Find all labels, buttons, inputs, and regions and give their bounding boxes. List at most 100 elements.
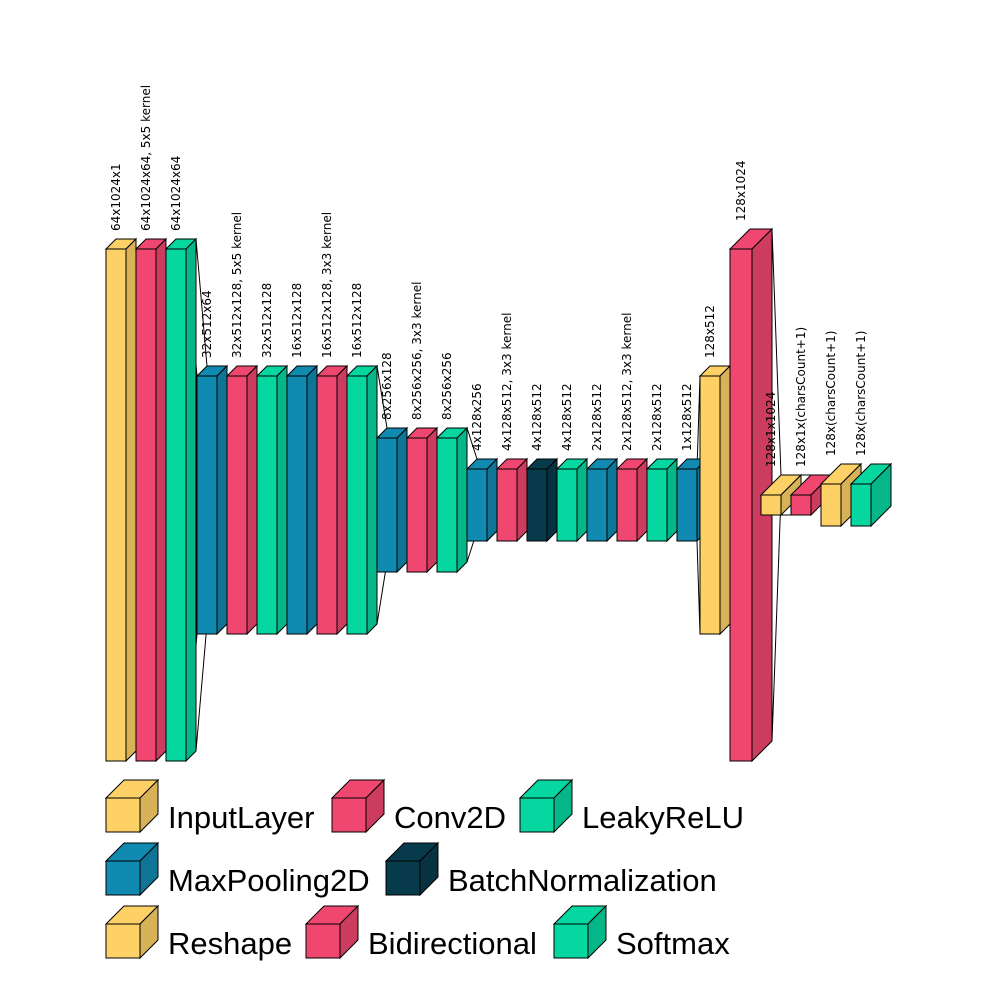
layer-shape-label: 16x512x128 [290,283,304,358]
layer-shape-label: 8x256x128 [380,352,394,420]
layer-front-face [646,468,668,542]
layer-side-face [336,364,348,636]
layer-shape-label: 2x128x512, 3x3 kernel [620,313,634,451]
layer-17-maxpooling2d [585,457,619,543]
layer-front-face [346,375,368,635]
layer-9-leakyrelu [345,364,379,636]
layer-shape-label: 4x128x512 [560,383,574,451]
layer-front-face [760,494,782,516]
connector-line [771,494,782,742]
layer-stack [104,227,893,763]
layer-4-maxpooling2d [195,364,229,636]
layer-shape-label: 32x512x64 [200,290,214,358]
legend-label: Reshape [168,926,292,961]
layer-side-face [396,426,408,574]
layer-7-maxpooling2d [285,364,319,636]
layer-front-face [165,248,187,762]
layer-front-face [699,375,721,635]
layer-8-conv2d [315,364,349,636]
layer-side-face [456,426,468,574]
layer-side-face [516,457,528,543]
layer-side-face [576,457,588,543]
layer-shape-label: 4x128x512 [530,383,544,451]
layer-side-face [666,457,678,543]
legend-label: LeakyReLU [582,800,744,835]
layer-front-face [729,248,753,762]
legend: InputLayer Conv2D LeakyReLU MaxPooling2D Bat… [104,778,744,961]
layer-shape-label: 32x512x128, 5x5 kernel [230,212,244,358]
layer-side-face [636,457,648,543]
layer-6-leakyrelu [255,364,289,636]
layer-19-leakyrelu [645,457,679,543]
legend-item-leakyrelu: LeakyReLU [518,778,744,835]
layer-front-face [790,494,812,516]
layer-5-conv2d [225,364,259,636]
layer-front-face [616,468,638,542]
layer-front-face [376,437,398,573]
layer-side-face [719,364,731,636]
layer-shape-label: 16x512x128, 3x3 kernel [320,212,334,358]
layer-shape-label: 128x512 [703,305,717,358]
layer-side-face [546,457,558,543]
layer-front-face [586,468,608,542]
layer-shape-label: 1x128x512 [680,383,694,451]
layer-shape-label: 8x256x256 [440,352,454,420]
connector-line [376,365,388,429]
layer-front-face [526,468,548,542]
layer-3-leakyrelu [164,237,198,763]
layer-front-face [105,248,127,762]
legend-label: Softmax [616,926,730,961]
layer-front-face [135,248,157,762]
layer-18-conv2d [615,457,649,543]
connector-line [195,623,208,752]
layer-side-face [366,364,378,636]
layer-front-face [196,375,218,635]
legend-item-batchnormalization: BatchNormalization [384,841,717,898]
layer-shape-label: 32x512x128 [260,283,274,358]
layer-11-conv2d [405,426,439,574]
layer-16-leakyrelu [555,457,589,543]
layer-shape-label: 4x128x256 [470,383,484,451]
legend-swatch [519,797,555,833]
layer-shape-label: 4x128x512, 3x3 kernel [500,313,514,451]
layer-side-face [155,237,167,763]
legend-item-conv2d: Conv2D [330,778,506,835]
layer-front-face [436,437,458,573]
legend-swatch [305,923,341,959]
legend-swatch [105,797,141,833]
legend-label: Conv2D [394,800,506,835]
layer-front-face [286,375,308,635]
layer-side-face [276,364,288,636]
layer-front-face [496,468,518,542]
layer-side-face [246,364,258,636]
connector-line [771,228,782,476]
layer-shape-label: 2x128x512 [650,383,664,451]
layer-10-maxpooling2d [375,426,409,574]
layer-side-face [185,237,197,763]
layer-front-face [256,375,278,635]
legend-label: InputLayer [168,800,315,835]
layer-shape-label: 128x(charsCount+1) [854,331,868,456]
layer-side-face [426,426,438,574]
layer-front-face [820,483,842,527]
layer-26-softmax [849,462,893,528]
layer-labels: 64x1024x1 64x1024x64, 5x5 kernel 64x1024x6… [109,85,868,467]
legend-swatch [105,860,141,896]
layer-side-face [216,364,228,636]
layer-shape-label: 64x1024x64, 5x5 kernel [139,85,153,231]
layer-shape-label: 128x1x1024 [764,392,778,467]
layer-21-reshape [698,364,732,636]
layer-14-conv2d [495,457,529,543]
legend-swatch [331,797,367,833]
layer-shape-label: 128x1024 [734,160,748,221]
layer-front-face [556,468,578,542]
layer-shape-label: 16x512x128 [350,283,364,358]
legend-item-softmax: Softmax [552,904,730,961]
layer-side-face [125,237,137,763]
layer-shape-label: 64x1024x1 [109,163,123,231]
legend-item-bidirectional: Bidirectional [304,904,537,961]
layer-1-inputlayer [104,237,138,763]
legend-item-maxpooling2d: MaxPooling2D [104,841,370,898]
legend-swatch [105,923,141,959]
